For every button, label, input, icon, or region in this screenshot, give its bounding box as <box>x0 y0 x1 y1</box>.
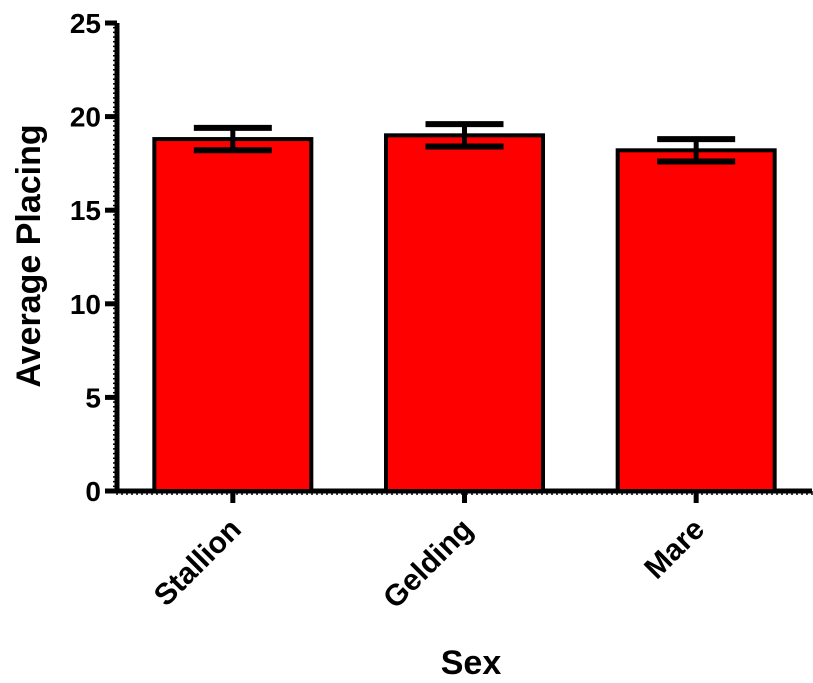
y-tick-labels: 0 5 10 15 20 25 <box>70 8 101 507</box>
y-tick-label: 20 <box>70 102 101 133</box>
x-tick-labels: Stallion Gelding Mare <box>148 513 711 615</box>
y-tick-label: 15 <box>70 195 101 226</box>
x-tick-label: Mare <box>638 513 711 586</box>
y-tick-label: 5 <box>85 382 101 413</box>
x-axis-title: Sex <box>441 644 502 682</box>
y-tick-label: 10 <box>70 289 101 320</box>
bars <box>152 121 777 494</box>
x-tick-label: Gelding <box>377 513 479 615</box>
y-axis-title: Average Placing <box>10 124 48 387</box>
bar-mare <box>615 148 777 494</box>
x-tick-label: Stallion <box>148 513 248 613</box>
y-tick-label: 0 <box>85 476 101 507</box>
bar-gelding <box>384 133 545 493</box>
bar-stallion <box>152 137 314 493</box>
y-tick-label: 25 <box>70 8 101 39</box>
